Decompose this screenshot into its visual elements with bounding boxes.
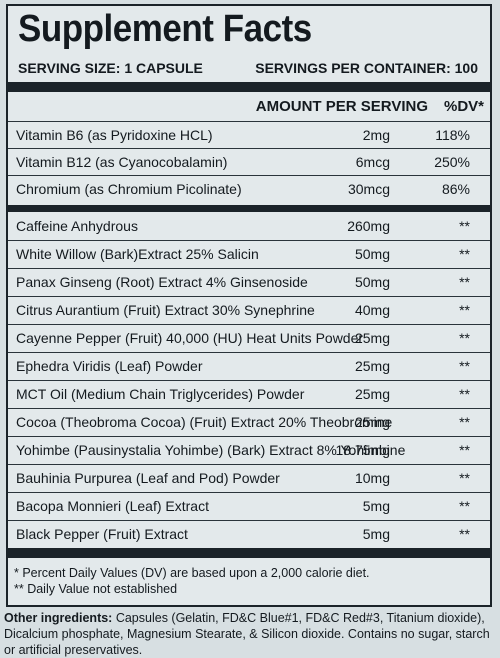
ingredient-name: Caffeine Anhydrous [16, 218, 138, 234]
row-divider [8, 380, 490, 381]
table-row: Vitamin B12 (as Cyanocobalamin) 6mcg 250% [8, 149, 490, 176]
ingredient-dv: ** [459, 386, 470, 402]
header-divider [8, 121, 490, 122]
ingredient-name: Vitamin B12 (as Cyanocobalamin) [16, 154, 228, 170]
footnote-dv: * Percent Daily Values (DV) are based up… [14, 566, 370, 580]
ingredient-amount: 6mcg [355, 154, 390, 170]
panel-title: Supplement Facts [18, 8, 312, 50]
row-divider [8, 268, 490, 269]
table-row: Chromium (as Chromium Picolinate) 30mcg 86… [8, 176, 490, 203]
ingredient-dv: 118% [435, 127, 470, 143]
ingredient-amount: 25mg [354, 386, 390, 402]
table-row: Ephedra Viridis (Leaf) Powder 25mg ** [8, 353, 490, 380]
row-divider [8, 324, 490, 325]
ingredient-dv: ** [459, 330, 470, 346]
ingredient-name: MCT Oil (Medium Chain Triglycerides) Pow… [16, 386, 305, 402]
table-row: Bauhinia Purpurea (Leaf and Pod) Powder 1… [8, 465, 490, 492]
ingredient-name: Bauhinia Purpurea (Leaf and Pod) Powder [16, 470, 280, 486]
ingredient-name: Ephedra Viridis (Leaf) Powder [16, 358, 203, 374]
row-divider [8, 520, 490, 521]
ingredient-amount: 5mg [362, 526, 390, 542]
ingredient-amount: 10mg [354, 470, 390, 486]
ingredient-dv: ** [459, 274, 470, 290]
table-row: MCT Oil (Medium Chain Triglycerides) Pow… [8, 381, 490, 408]
ingredient-amount: 50mg [354, 246, 390, 262]
table-row: Cocoa (Theobroma Cocoa) (Fruit) Extract … [8, 409, 490, 436]
ingredient-amount: 18.75mg [335, 442, 390, 458]
row-divider [8, 296, 490, 297]
ingredient-dv: ** [459, 442, 470, 458]
row-divider [8, 436, 490, 437]
ingredient-name: Panax Ginseng (Root) Extract 4% Ginsenos… [16, 274, 308, 290]
ingredient-dv: ** [459, 498, 470, 514]
ingredient-name: Bacopa Monnieri (Leaf) Extract [16, 498, 209, 514]
other-ingredients: Other ingredients: Capsules (Gelatin, FD… [4, 610, 498, 658]
ingredient-name: Vitamin B6 (as Pyridoxine HCL) [16, 127, 213, 143]
table-row: Vitamin B6 (as Pyridoxine HCL) 2mg 118% [8, 122, 490, 149]
ingredient-dv: 86% [441, 181, 470, 197]
ingredient-dv: 250% [434, 154, 470, 170]
amount-header: AMOUNT PER SERVING [255, 98, 428, 115]
ingredient-amount: 25mg [354, 414, 390, 430]
ingredient-name: Yohimbe (Pausinystalia Yohimbe) (Bark) E… [16, 442, 406, 458]
ingredient-dv: ** [459, 218, 470, 234]
servings-per-container: SERVINGS PER CONTAINER: 100 [255, 60, 478, 76]
ingredient-amount: 50mg [354, 274, 390, 290]
thick-divider [8, 82, 490, 92]
table-row: Panax Ginseng (Root) Extract 4% Ginsenos… [8, 269, 490, 296]
ingredient-amount: 25mg [354, 358, 390, 374]
ingredient-dv: ** [459, 470, 470, 486]
table-row: Caffeine Anhydrous 260mg ** [8, 213, 490, 240]
ingredient-dv: ** [459, 414, 470, 430]
table-row: Cayenne Pepper (Fruit) 40,000 (HU) Heat … [8, 325, 490, 352]
row-divider [8, 464, 490, 465]
ingredient-amount: 25mg [354, 330, 390, 346]
ingredient-name: Citrus Aurantium (Fruit) Extract 30% Syn… [16, 302, 315, 318]
row-divider [8, 175, 490, 176]
row-divider [8, 148, 490, 149]
table-row: Black Pepper (Fruit) Extract 5mg ** [8, 521, 490, 548]
ingredient-name: Cocoa (Theobroma Cocoa) (Fruit) Extract … [16, 414, 393, 430]
ingredient-name: Cayenne Pepper (Fruit) 40,000 (HU) Heat … [16, 330, 364, 346]
column-header: AMOUNT PER SERVING %DV* [8, 98, 490, 120]
ingredient-name: Chromium (as Chromium Picolinate) [16, 181, 242, 197]
ingredient-dv: ** [459, 246, 470, 262]
ingredient-dv: ** [459, 358, 470, 374]
footnote-not-established: ** Daily Value not established [14, 582, 178, 596]
section-divider [8, 205, 490, 212]
ingredient-amount: 5mg [362, 498, 390, 514]
ingredient-name: White Willow (Bark)Extract 25% Salicin [16, 246, 259, 262]
other-ingredients-label: Other ingredients: [4, 611, 113, 625]
table-row: Citrus Aurantium (Fruit) Extract 30% Syn… [8, 297, 490, 324]
ingredient-amount: 30mcg [347, 181, 390, 197]
serving-size: SERVING SIZE: 1 CAPSULE [18, 60, 203, 76]
supplement-facts-panel: Supplement Facts SERVING SIZE: 1 CAPSULE… [6, 4, 492, 607]
table-row: Bacopa Monnieri (Leaf) Extract 5mg ** [8, 493, 490, 520]
ingredient-dv: ** [459, 302, 470, 318]
row-divider [8, 352, 490, 353]
row-divider [8, 408, 490, 409]
ingredient-amount: 40mg [354, 302, 390, 318]
row-divider [8, 240, 490, 241]
ingredient-dv: ** [459, 526, 470, 542]
table-row: White Willow (Bark)Extract 25% Salicin 50… [8, 241, 490, 268]
row-divider [8, 492, 490, 493]
ingredient-name: Black Pepper (Fruit) Extract [16, 526, 188, 542]
ingredient-amount: 2mg [362, 127, 390, 143]
table-row: Yohimbe (Pausinystalia Yohimbe) (Bark) E… [8, 437, 490, 464]
ingredient-amount: 260mg [347, 218, 390, 234]
bottom-divider [8, 548, 490, 558]
serving-info: SERVING SIZE: 1 CAPSULE SERVINGS PER CON… [8, 60, 490, 78]
dv-header: %DV* [443, 98, 484, 115]
